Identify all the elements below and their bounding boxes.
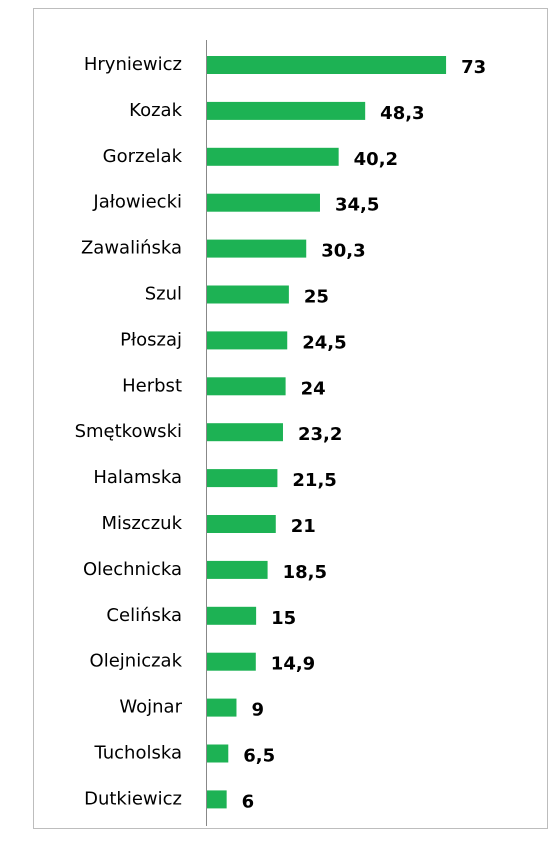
value-label: 24 [301, 378, 326, 399]
bar [207, 652, 256, 671]
category-label: Wojnar [119, 697, 182, 718]
value-label: 34,5 [335, 195, 379, 216]
bar [207, 469, 278, 488]
bar [207, 147, 339, 166]
bar [207, 56, 447, 74]
category-label: Gorzelak [103, 146, 183, 167]
bar [207, 285, 289, 304]
category-label: Olechnicka [83, 559, 182, 580]
category-label: Halamska [93, 467, 182, 488]
value-label: 6,5 [243, 746, 275, 767]
category-label: Herbst [122, 375, 182, 396]
value-label: 15 [271, 608, 296, 629]
value-label: 73 [461, 57, 486, 78]
category-label: Kozak [129, 100, 182, 121]
bar [207, 193, 320, 212]
category-label: Tucholska [93, 743, 182, 764]
value-label: 21 [291, 516, 316, 537]
category-label: Smętkowski [75, 421, 182, 442]
category-label: Hryniewicz [84, 54, 182, 75]
bar [207, 606, 257, 625]
value-label: 21,5 [292, 470, 336, 491]
value-label: 23,2 [298, 424, 342, 445]
bar [207, 790, 227, 809]
category-label: Dutkiewicz [84, 788, 182, 809]
value-label: 30,3 [321, 241, 365, 262]
bar [207, 744, 229, 763]
category-label: Jałowiecki [92, 192, 182, 213]
bar [207, 515, 276, 533]
bar [207, 698, 237, 717]
category-label: Miszczuk [101, 513, 182, 534]
value-label: 48,3 [380, 103, 424, 124]
value-label: 25 [304, 287, 329, 308]
chart-frame [33, 8, 548, 829]
value-label: 24,5 [302, 332, 346, 353]
bar [207, 239, 307, 258]
value-label: 14,9 [271, 654, 315, 675]
category-label: Olejniczak [90, 651, 183, 672]
value-label: 40,2 [354, 149, 398, 170]
bar [207, 331, 288, 350]
category-label: Zawalińska [81, 238, 182, 259]
category-label: Celińska [106, 605, 182, 626]
value-label: 9 [251, 700, 264, 721]
category-label: Szul [145, 284, 182, 305]
bar [207, 101, 366, 120]
bar [207, 377, 286, 396]
bar [207, 560, 268, 579]
category-label: Płoszaj [120, 329, 182, 350]
value-label: 6 [242, 791, 255, 812]
bar [207, 423, 283, 442]
value-label: 18,5 [283, 562, 327, 583]
